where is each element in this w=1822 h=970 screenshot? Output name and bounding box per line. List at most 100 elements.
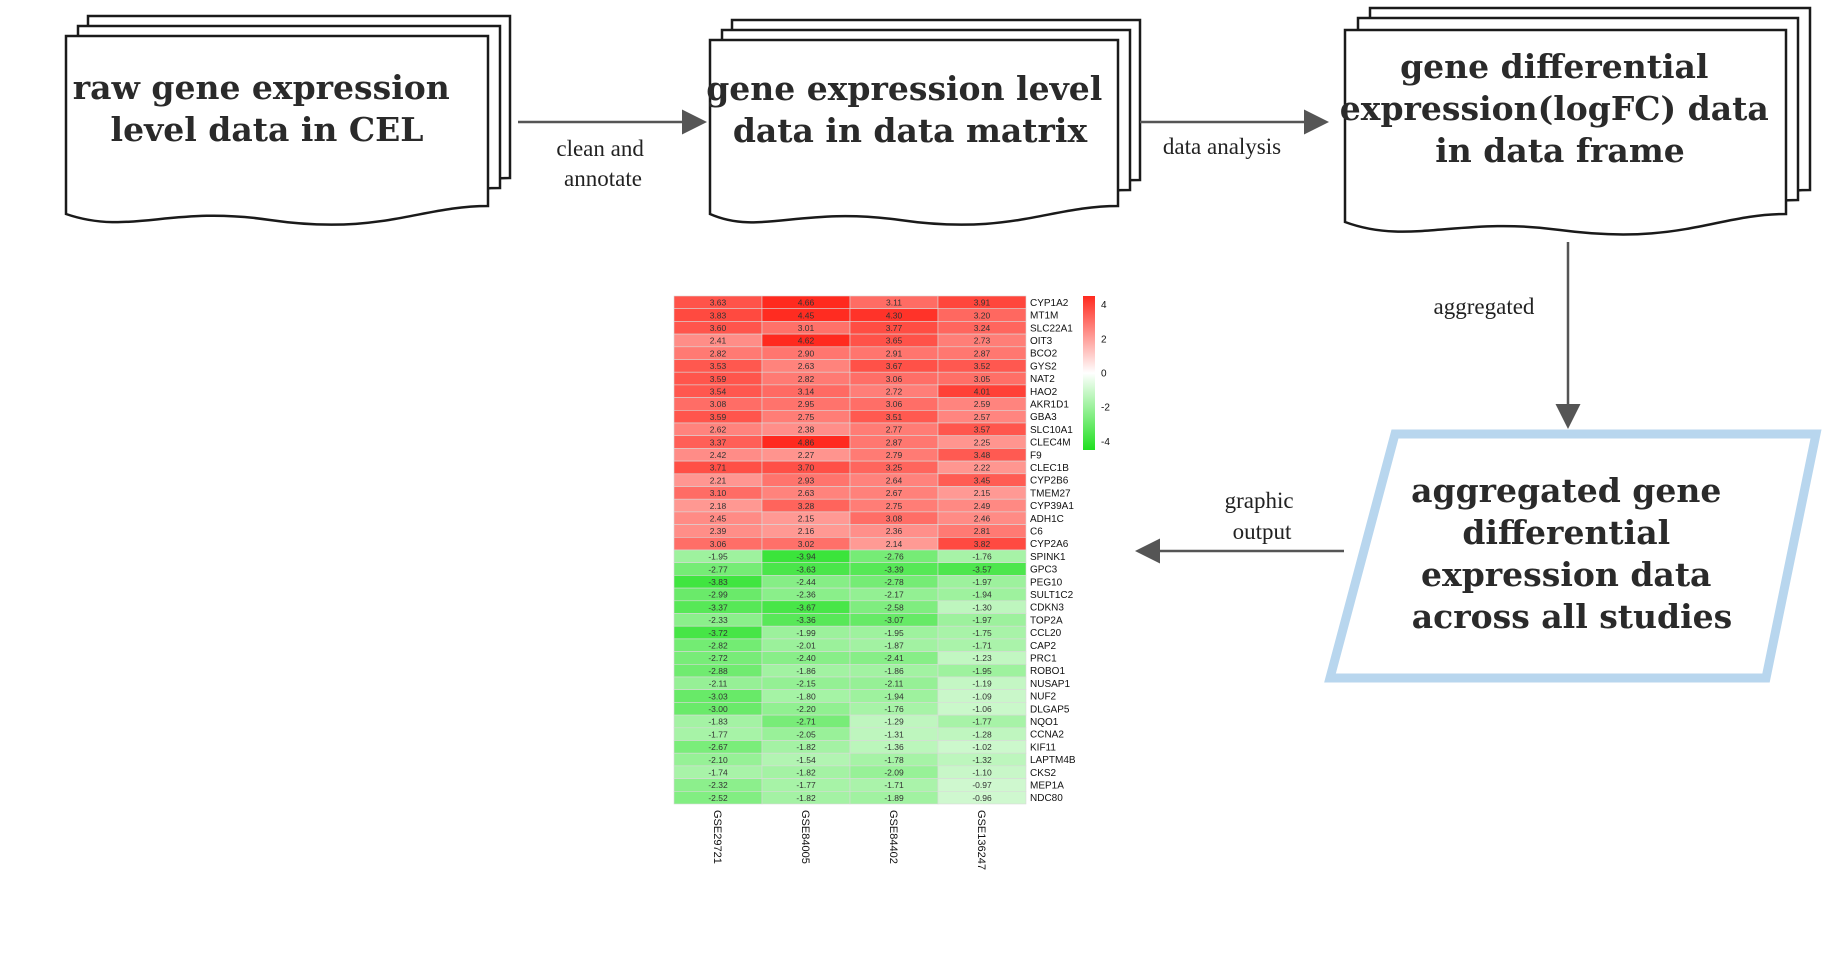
heatmap-cell-label: 2.59: [974, 399, 991, 409]
heatmap-cell-label: 2.45: [710, 513, 727, 523]
heatmap-cell-label: 3.45: [974, 475, 991, 485]
heatmap-cell-label: -1.87: [884, 640, 904, 650]
heatmap-cell-label: -1.29: [884, 717, 904, 727]
heatmap-row-label: ROBO1: [1030, 666, 1065, 677]
heatmap-cell-label: 2.15: [798, 513, 815, 523]
heatmap-cell-label: -1.36: [884, 742, 904, 752]
heatmap-cell-label: 3.06: [886, 399, 903, 409]
raw-data-node: raw gene expression level data in CEL: [64, 14, 512, 226]
heatmap-cell-label: -2.44: [796, 577, 816, 587]
heatmap-cell-label: -3.72: [708, 628, 728, 638]
heatmap-cell-label: 2.21: [710, 475, 727, 485]
heatmap-cell-label: 3.11: [886, 298, 902, 308]
heatmap-cell-label: -1.19: [972, 679, 992, 689]
heatmap-cell-label: 2.77: [886, 425, 903, 435]
heatmap-cell-label: -1.54: [796, 755, 816, 765]
heatmap-cell-label: 2.87: [974, 348, 991, 358]
heatmap-row-label: NAT2: [1030, 374, 1055, 385]
heatmap-cell-label: -1.97: [972, 577, 992, 587]
heatmap-cell-label: 3.59: [710, 374, 727, 384]
heatmap-row-label: CDKN3: [1030, 603, 1064, 614]
heatmap-cell-label: 3.52: [974, 361, 991, 371]
heatmap-cell-label: -1.99: [796, 628, 816, 638]
heatmap-cell-label: 3.60: [710, 323, 727, 333]
heatmap-cell-label: -1.23: [972, 653, 992, 663]
heatmap-cell-label: -1.06: [972, 704, 992, 714]
heatmap-legend-bar: [1083, 296, 1095, 450]
heatmap-cell-label: -2.20: [796, 704, 816, 714]
heatmap-row-label: NUF2: [1030, 692, 1057, 703]
heatmap-column-label: GSE84402: [887, 810, 899, 864]
heatmap-cell-label: 2.95: [798, 399, 815, 409]
data-matrix-line-1: gene expression level: [706, 69, 1102, 108]
heatmap-cell-label: -1.89: [884, 793, 904, 803]
data-matrix-title: gene expression level data in data matri…: [706, 69, 1114, 150]
heatmap-cell-label: -2.72: [708, 653, 728, 663]
heatmap-cell-label: -1.97: [972, 615, 992, 625]
heatmap-cell-label: 3.25: [886, 463, 903, 473]
heatmap-cell-label: 2.18: [710, 501, 727, 511]
raw-data-line-2: level data in CEL: [111, 110, 424, 149]
heatmap-cell-label: 2.62: [710, 425, 727, 435]
heatmap-cell-label: 2.87: [886, 437, 903, 447]
label-data-analysis: data analysis: [1163, 134, 1281, 159]
heatmap-cell-label: 3.71: [710, 463, 727, 473]
heatmap-cell-label: -1.09: [972, 691, 992, 701]
heatmap-row-label: LAPTM4B: [1030, 755, 1076, 766]
heatmap-cell-label: 3.05: [974, 374, 991, 384]
heatmap-column-label: GSE136247: [975, 810, 987, 870]
heatmap-cell-label: -2.11: [709, 679, 728, 689]
heatmap-cell-label: -3.83: [708, 577, 728, 587]
heatmap-row-label: HAO2: [1030, 387, 1058, 398]
aggregated-title: aggregated gene differential expression …: [1411, 471, 1733, 636]
heatmap-cell-label: -0.96: [972, 793, 992, 803]
heatmap-cell-label: -2.78: [884, 577, 904, 587]
heatmap-cell-label: -2.11: [885, 679, 904, 689]
heatmap-cell-label: -1.82: [796, 793, 816, 803]
heatmap-row-label: C6: [1030, 526, 1043, 537]
label-aggregated: aggregated: [1434, 294, 1535, 319]
heatmap-cell-label: -1.28: [972, 729, 992, 739]
heatmap-legend-tick: -4: [1101, 437, 1110, 448]
heatmap-row-label: GPC3: [1030, 565, 1058, 576]
heatmap-row-label: CLEC1B: [1030, 463, 1069, 474]
heatmap-cell-label: -2.88: [708, 666, 728, 676]
logfc-node: gene differential expression(logFC) data…: [1340, 6, 1812, 236]
heatmap-row-label: MT1M: [1030, 311, 1058, 322]
heatmap-cell-label: -1.77: [972, 717, 992, 727]
heatmap-cell-label: 2.25: [974, 437, 991, 447]
heatmap-cell-label: -3.03: [708, 691, 728, 701]
heatmap-cell-label: -2.32: [708, 780, 728, 790]
heatmap-cell-label: -2.05: [796, 729, 816, 739]
heatmap-cell-label: 3.91: [974, 298, 991, 308]
heatmap-row-label: CKS2: [1030, 768, 1057, 779]
heatmap-legend-tick: 0: [1101, 369, 1107, 380]
heatmap-cell-label: -2.52: [708, 793, 728, 803]
heatmap-cell-label: -3.37: [708, 602, 728, 612]
logfc-line-2: expression(logFC) data: [1340, 89, 1769, 128]
heatmap-cell-label: -2.33: [708, 615, 728, 625]
logfc-line-1: gene differential: [1400, 47, 1708, 86]
heatmap-cell-label: 3.06: [710, 539, 727, 549]
heatmap-cell-label: 2.49: [974, 501, 991, 511]
heatmap-cell-label: 3.37: [710, 437, 727, 447]
heatmap-cell-label: -1.75: [972, 628, 992, 638]
heatmap-cell-label: 2.93: [798, 475, 815, 485]
heatmap-row-label: NUSAP1: [1030, 679, 1070, 690]
heatmap-cell-label: 3.48: [974, 450, 991, 460]
heatmap-cell-label: -1.74: [708, 767, 728, 777]
heatmap-cell-label: -1.76: [884, 704, 904, 714]
heatmap-cell-label: 3.63: [710, 298, 727, 308]
heatmap-cell-label: -2.58: [884, 602, 904, 612]
heatmap-cell-label: 3.10: [710, 488, 727, 498]
heatmap-cell-label: 2.15: [974, 488, 991, 498]
heatmap-row-label: BCO2: [1030, 349, 1058, 360]
heatmap-cell-label: 2.90: [798, 348, 815, 358]
heatmap-row-label: CYP2B6: [1030, 476, 1069, 487]
heatmap-cell-label: 2.91: [886, 348, 903, 358]
heatmap-row-label: ADH1C: [1030, 514, 1064, 525]
heatmap-row-label: F9: [1030, 450, 1042, 461]
heatmap-cell-label: -0.97: [972, 780, 992, 790]
heatmap: 3.63 4.66 3.11 3.91 CYP1A2 3.83 4.45 4.30 3.20 MT…: [673, 295, 1110, 870]
